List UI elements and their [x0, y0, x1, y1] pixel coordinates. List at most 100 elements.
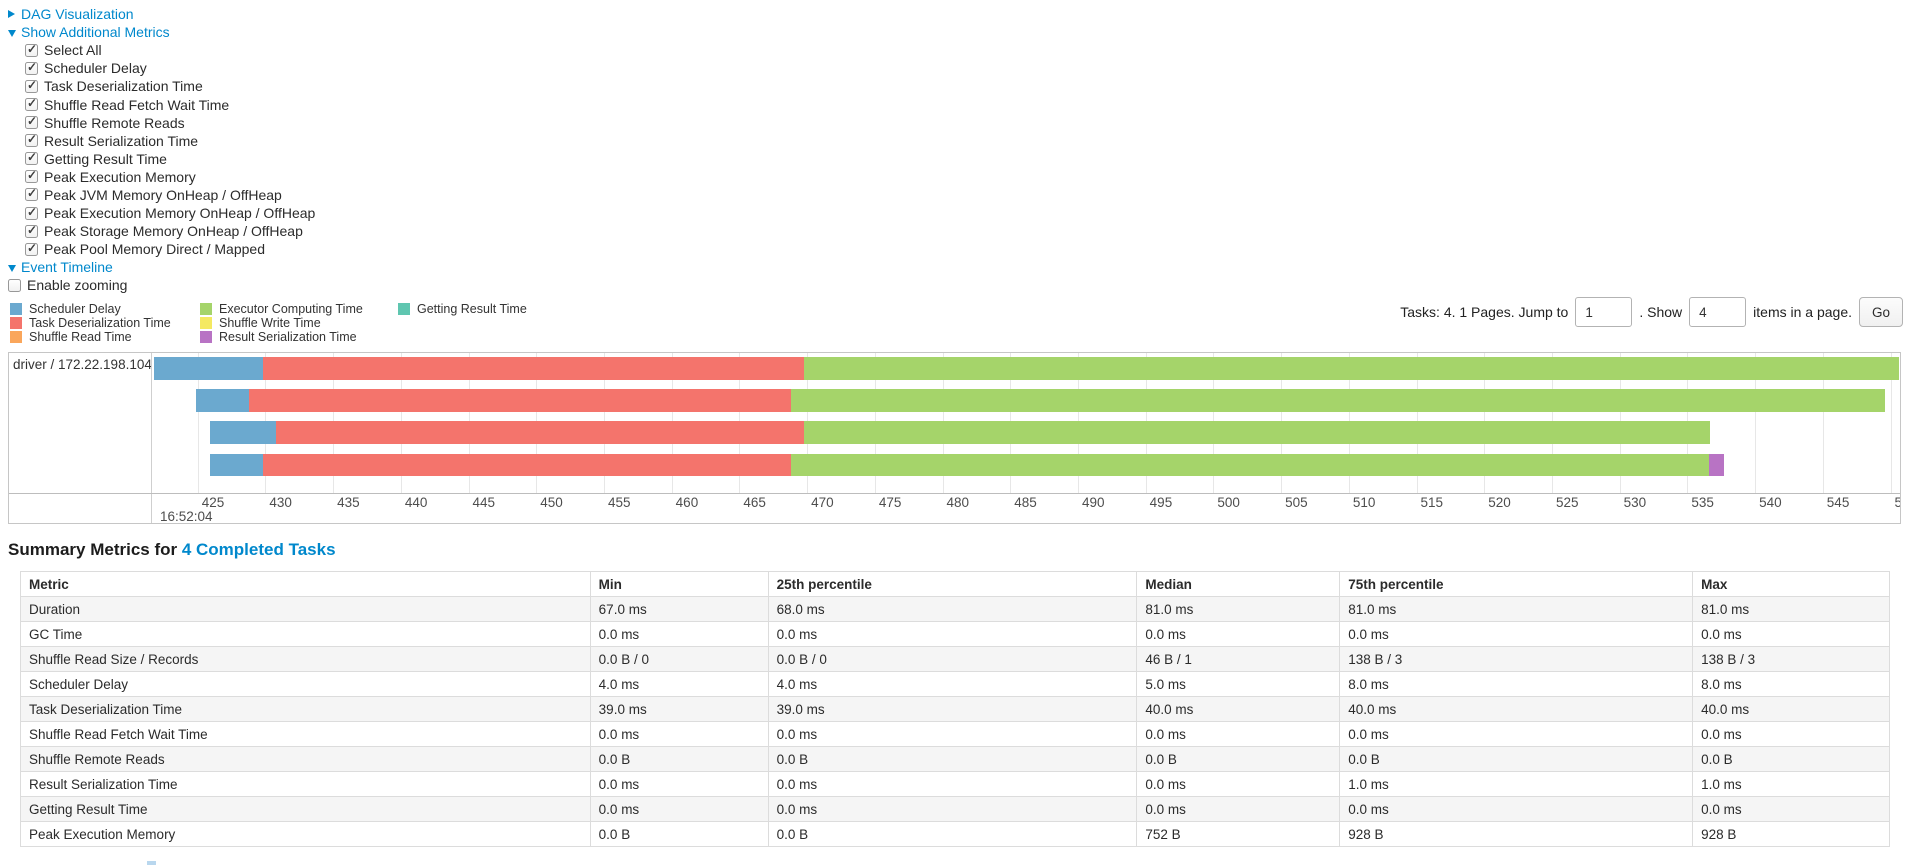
summary-metrics-table: Metric Min 25th percentile Median 75th perce… — [20, 571, 1890, 847]
summary-cell: 8.0 ms — [1339, 671, 1694, 697]
dag-visualization-link[interactable]: DAG Visualization — [21, 6, 134, 23]
metric-checkbox-row: Select All — [8, 41, 315, 59]
axis-tick-label: 485 — [1014, 495, 1037, 510]
summary-metric-name: Shuffle Remote Reads — [20, 746, 591, 772]
axis-tick-label: 455 — [607, 495, 631, 510]
task-bar[interactable] — [209, 421, 1711, 444]
metric-checkbox-label: Getting Result Time — [44, 150, 167, 167]
summary-cell: 0.0 ms — [1339, 796, 1694, 822]
enable-zooming-checkbox[interactable] — [8, 278, 21, 292]
axis-tick-label: 430 — [269, 495, 292, 510]
metric-checkbox-label: Peak JVM Memory OnHeap / OffHeap — [44, 186, 282, 203]
metric-checkbox[interactable] — [25, 96, 38, 112]
show-additional-metrics-link[interactable]: Show Additional Metrics — [21, 24, 170, 41]
event-timeline-toggle[interactable]: Event Timeline — [8, 258, 315, 276]
legend-item: Shuffle Read Time — [10, 330, 200, 344]
legend-label: Result Serialization Time — [219, 330, 357, 344]
metric-checkbox[interactable] — [25, 60, 38, 75]
axis-tick-label: 530 — [1623, 495, 1647, 510]
metric-checkbox[interactable] — [25, 78, 38, 93]
metric-checkbox-row: Peak Execution Memory — [8, 168, 315, 186]
summary-cell: 0.0 ms — [589, 621, 769, 647]
go-button[interactable]: Go — [1859, 297, 1903, 327]
metric-checkbox[interactable] — [25, 150, 38, 166]
metric-checkbox[interactable] — [25, 114, 38, 130]
completed-tasks-link[interactable]: 4 Completed Tasks — [181, 540, 336, 559]
axis-tick-label: 535 — [1691, 495, 1714, 510]
metric-checkbox-row: Shuffle Remote Reads — [8, 114, 315, 132]
summary-title-prefix: Summary Metrics for — [8, 540, 182, 559]
metric-checkbox[interactable] — [25, 223, 38, 238]
summary-cell: 138 B / 3 — [1692, 646, 1890, 672]
summary-row: Shuffle Read Fetch Wait Time 0.0 ms 0.0 ms… — [20, 721, 1890, 747]
metric-checkbox[interactable] — [25, 186, 38, 202]
summary-column-header: 75th percentile — [1339, 571, 1694, 597]
gridline — [1755, 353, 1757, 493]
summary-cell: 928 B — [1339, 821, 1694, 847]
show-additional-metrics-toggle[interactable]: Show Additional Metrics — [8, 23, 315, 41]
event-timeline-link[interactable]: Event Timeline — [21, 259, 113, 276]
summary-metric-name: Result Serialization Time — [20, 771, 591, 797]
axis-tick-label: 545 — [1826, 495, 1850, 510]
scheduler-delay-segment — [209, 453, 263, 476]
items-per-page-text: items in a page. — [1753, 304, 1852, 320]
summary-cell: 0.0 B — [1136, 746, 1341, 772]
summary-cell: 68.0 ms — [767, 596, 1138, 622]
summary-metric-name: GC Time — [20, 621, 591, 647]
dag-visualization-toggle[interactable]: DAG Visualization — [8, 5, 315, 23]
summary-cell: 46 B / 1 — [1136, 646, 1341, 672]
axis-tick-label: 550 — [1894, 495, 1900, 510]
summary-row: Duration 67.0 ms 68.0 ms 81.0 ms 81.0 ms 81.0… — [20, 596, 1890, 622]
task-bar[interactable] — [196, 389, 1886, 412]
summary-cell: 4.0 ms — [589, 671, 769, 697]
gridline — [1822, 353, 1824, 493]
executor-group-label: driver / 172.22.198.104 — [13, 357, 151, 372]
metric-checkbox-label: Peak Storage Memory OnHeap / OffHeap — [44, 223, 303, 240]
collapsed-arrow-icon — [8, 10, 15, 19]
metric-checkbox-row: Scheduler Delay — [8, 59, 315, 77]
axis-tick-label: 490 — [1081, 495, 1105, 510]
summary-cell: 0.0 ms — [767, 771, 1138, 797]
expanded-arrow-icon — [8, 29, 16, 37]
legend-label: Getting Result Time — [417, 302, 527, 316]
summary-metric-name: Getting Result Time — [20, 796, 591, 822]
summary-cell: 81.0 ms — [1339, 596, 1694, 622]
legend-item: Result Serialization Time — [200, 330, 398, 344]
summary-cell: 0.0 ms — [767, 796, 1138, 822]
metric-checkbox-row: Shuffle Read Fetch Wait Time — [8, 95, 315, 113]
metric-checkbox[interactable] — [25, 168, 38, 184]
summary-cell: 0.0 ms — [1692, 621, 1890, 647]
axis-tick-label: 540 — [1759, 495, 1782, 510]
axis-line — [9, 493, 1900, 494]
expanded-arrow-icon — [8, 264, 16, 272]
summary-cell: 67.0 ms — [589, 596, 769, 622]
task-bar[interactable] — [153, 357, 1899, 380]
metric-checkbox[interactable] — [25, 132, 38, 148]
metric-checkbox[interactable] — [25, 205, 38, 220]
metric-checkbox[interactable] — [25, 42, 38, 57]
task-deserialization-segment — [249, 389, 791, 412]
result-serialization-segment — [1709, 453, 1724, 476]
event-timeline-chart: driver / 172.22.198.104 425 430 435 440 445 4… — [8, 352, 1901, 524]
summary-cell: 81.0 ms — [1136, 596, 1341, 622]
metric-checkbox-row: Getting Result Time — [8, 150, 315, 168]
metric-checkbox-row: Result Serialization Time — [8, 132, 315, 150]
task-bar[interactable] — [209, 453, 1724, 476]
axis-tick-label: 460 — [675, 495, 699, 510]
timeline-header: Scheduler Delay Task Deserialization Time… — [10, 294, 1903, 350]
items-per-page-input[interactable] — [1689, 297, 1747, 327]
summary-cell: 0.0 ms — [767, 621, 1138, 647]
summary-cell: 0.0 ms — [1692, 721, 1890, 747]
executor-computing-segment — [804, 421, 1711, 444]
jump-to-page-input[interactable] — [1575, 297, 1633, 327]
summary-cell: 0.0 B — [1339, 746, 1694, 772]
summary-cell: 5.0 ms — [1136, 671, 1341, 697]
metric-checkbox-label: Peak Execution Memory OnHeap / OffHeap — [44, 205, 316, 222]
show-text: . Show — [1639, 304, 1683, 320]
summary-row: Shuffle Remote Reads 0.0 B 0.0 B 0.0 B 0.0 B… — [20, 746, 1890, 772]
summary-metric-name: Shuffle Read Fetch Wait Time — [20, 721, 591, 747]
metric-checkbox[interactable] — [25, 241, 38, 256]
scheduler-delay-segment — [209, 421, 277, 444]
tasks-count-text: Tasks: 4. 1 Pages. Jump to — [1400, 304, 1569, 320]
summary-cell: 0.0 B — [1692, 746, 1890, 772]
